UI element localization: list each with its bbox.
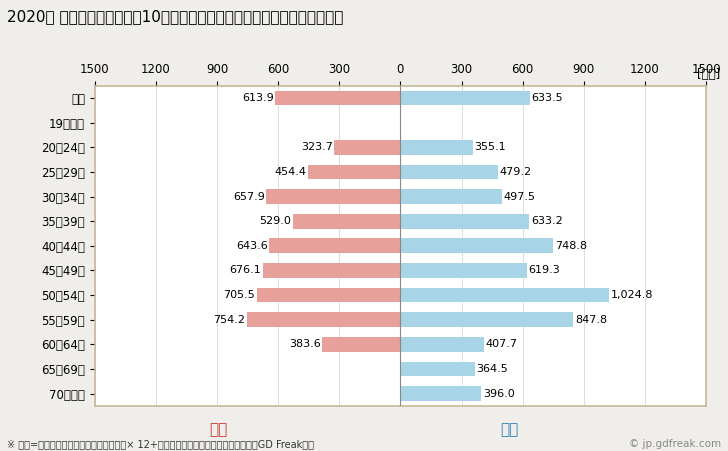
Bar [323, 337, 400, 352]
Text: 男性: 男性 [500, 423, 519, 437]
Text: 396.0: 396.0 [483, 389, 515, 399]
Bar [269, 239, 400, 253]
Bar [400, 140, 472, 155]
Bar [400, 362, 475, 376]
Text: 643.6: 643.6 [236, 241, 268, 251]
Text: 383.6: 383.6 [289, 339, 320, 350]
Bar [400, 288, 609, 303]
Text: 355.1: 355.1 [475, 142, 506, 152]
Text: 619.3: 619.3 [529, 266, 560, 276]
Text: 633.2: 633.2 [531, 216, 563, 226]
Bar [256, 288, 400, 303]
Text: 705.5: 705.5 [223, 290, 255, 300]
Bar [400, 189, 502, 204]
Bar [400, 312, 573, 327]
Text: 847.8: 847.8 [575, 315, 607, 325]
Bar [400, 91, 529, 106]
Text: 633.5: 633.5 [531, 93, 563, 103]
Text: ※ 年収=「きまって支給する現金給与額」× 12+「年間賞与その他特別給与額」としてGD Freak推計: ※ 年収=「きまって支給する現金給与額」× 12+「年間賞与その他特別給与額」と… [7, 439, 314, 449]
Text: 407.7: 407.7 [485, 339, 517, 350]
Text: 754.2: 754.2 [213, 315, 245, 325]
Text: 323.7: 323.7 [301, 142, 333, 152]
Bar [400, 214, 529, 229]
Text: 454.4: 454.4 [274, 167, 306, 177]
Text: 529.0: 529.0 [259, 216, 291, 226]
Text: 364.5: 364.5 [476, 364, 508, 374]
Text: 657.9: 657.9 [233, 192, 265, 202]
Bar [400, 239, 553, 253]
Bar [275, 91, 400, 106]
Text: 613.9: 613.9 [242, 93, 274, 103]
Bar [334, 140, 400, 155]
Text: 497.5: 497.5 [504, 192, 535, 202]
Bar [293, 214, 400, 229]
Text: 女性: 女性 [209, 423, 228, 437]
Text: 479.2: 479.2 [499, 167, 532, 177]
Text: 1,024.8: 1,024.8 [611, 290, 654, 300]
Bar [400, 386, 481, 401]
Bar [247, 312, 400, 327]
Text: © jp.gdfreak.com: © jp.gdfreak.com [628, 439, 721, 449]
Bar [400, 165, 498, 179]
Bar [400, 337, 483, 352]
Text: 2020年 民間企業（従業者数10人以上）フルタイム労働者の男女別平均年収: 2020年 民間企業（従業者数10人以上）フルタイム労働者の男女別平均年収 [7, 9, 344, 24]
Bar [400, 263, 526, 278]
Text: 676.1: 676.1 [229, 266, 261, 276]
Bar [308, 165, 400, 179]
Text: [万円]: [万円] [697, 68, 721, 81]
Text: 748.8: 748.8 [555, 241, 587, 251]
Bar [266, 189, 400, 204]
Bar [263, 263, 400, 278]
